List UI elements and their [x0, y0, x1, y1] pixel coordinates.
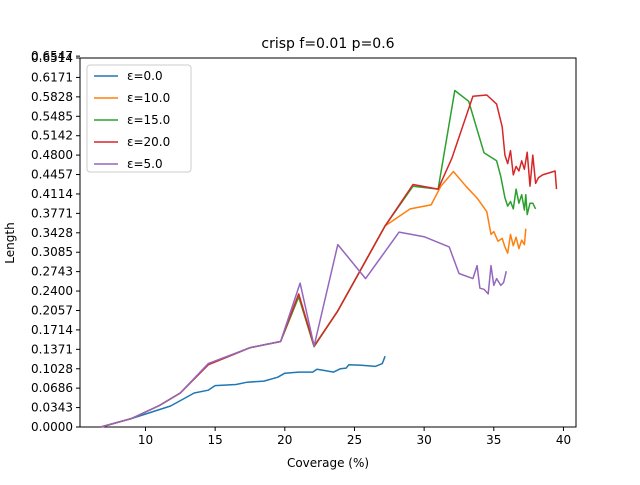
x-tick-label: 25 — [347, 433, 362, 447]
legend-label-1: ε=10.0 — [127, 91, 170, 105]
legend-label-2: ε=15.0 — [127, 113, 170, 127]
y-tick-label: 0.2057 — [31, 303, 73, 317]
series-layer — [100, 89, 558, 428]
y-tick-label: 0.0000 — [31, 420, 73, 434]
legend-label-4: ε=5.0 — [127, 157, 163, 171]
y-tick-label: 0.6547 — [31, 49, 73, 63]
y-tick-label: 0.6171 — [31, 70, 73, 84]
x-tick-label: 15 — [208, 433, 223, 447]
axes-layer: 10 15 20 25 30 35 40 0.0000 0.0343 0.0686 0.1028 0.… — [31, 49, 571, 447]
legend-label-0: ε=0.0 — [127, 69, 163, 83]
y-tick-label: 0.2743 — [31, 265, 73, 279]
x-tick-label: 10 — [138, 433, 153, 447]
y-tick-label: 0.3771 — [31, 206, 73, 220]
y-tick-label: 0.6514 — [31, 51, 73, 65]
y-tick-label: 0.4800 — [31, 148, 73, 162]
legend: ε=0.0 ε=10.0 ε=15.0 ε=20.0 ε=5.0 — [86, 64, 192, 173]
y-tick-label: 0.4457 — [31, 168, 73, 182]
y-tick-label: 0.2400 — [31, 284, 73, 298]
y-axis-label: Length — [3, 222, 17, 263]
x-tick-label: 20 — [277, 433, 292, 447]
y-tick-label: 0.1371 — [31, 342, 73, 356]
y-tick-label: 0.5142 — [31, 129, 73, 143]
x-tick-label: 40 — [556, 433, 571, 447]
series-line-4 — [100, 231, 508, 428]
y-tick-label: 0.1028 — [31, 362, 73, 376]
y-tick-label: 0.3428 — [31, 226, 73, 240]
y-tick-label: 0.0686 — [31, 381, 73, 395]
legend-label-3: ε=20.0 — [127, 135, 170, 149]
y-tick-label: 0.5485 — [31, 109, 73, 123]
y-tick-label: 0.3085 — [31, 245, 73, 259]
x-axis-label: Coverage (%) — [287, 456, 369, 470]
x-tick-label: 35 — [486, 433, 501, 447]
legend-box — [86, 64, 192, 173]
y-tick-label: 0.1714 — [31, 323, 73, 337]
x-tick-label: 30 — [416, 433, 431, 447]
chart-title: crisp f=0.01 p=0.6 — [261, 36, 394, 52]
y-tick-label: 0.4114 — [31, 187, 73, 201]
y-tick-label: 0.0343 — [31, 401, 73, 415]
series-line-0 — [100, 355, 386, 428]
y-tick-label: 0.5828 — [31, 90, 73, 104]
